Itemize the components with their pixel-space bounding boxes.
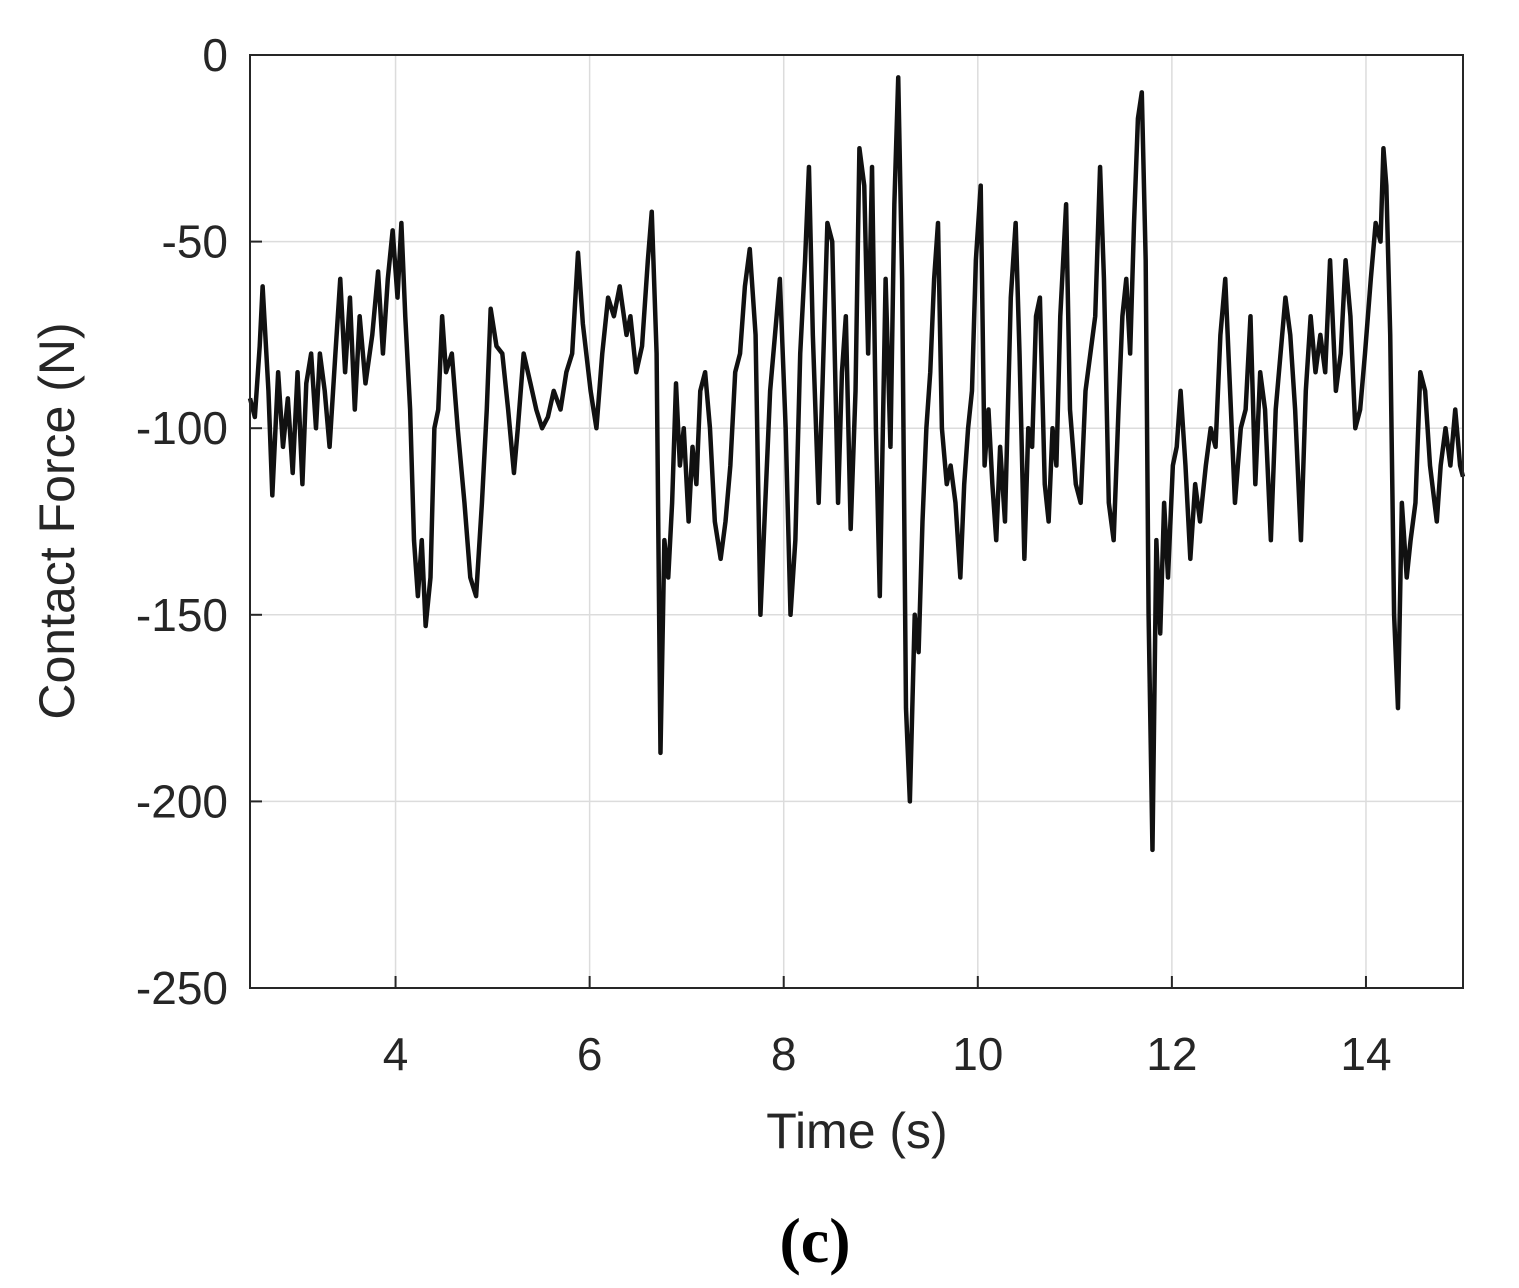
y-tick-label: -150: [136, 589, 228, 641]
caption: (c): [779, 1205, 850, 1276]
x-tick-label: 6: [577, 1028, 603, 1080]
x-tick-label: 14: [1340, 1028, 1391, 1080]
y-tick-label: -50: [162, 216, 228, 268]
y-tick-label: -100: [136, 402, 228, 454]
axes-box: [249, 54, 1464, 989]
y-tick-label: -200: [136, 775, 228, 827]
y-tick-label: -250: [136, 962, 228, 1014]
data-line: [247, 75, 1466, 853]
y-axis-title: Contact Force (N): [29, 322, 85, 719]
x-tick-label: 12: [1146, 1028, 1197, 1080]
plot: [247, 75, 1466, 853]
x-tick-label: 4: [383, 1028, 409, 1080]
x-tick-label: 10: [952, 1028, 1003, 1080]
y-tick-label: 0: [202, 29, 228, 81]
x-axis-title: Time (s): [766, 1103, 947, 1159]
x-tick-label: 8: [771, 1028, 797, 1080]
